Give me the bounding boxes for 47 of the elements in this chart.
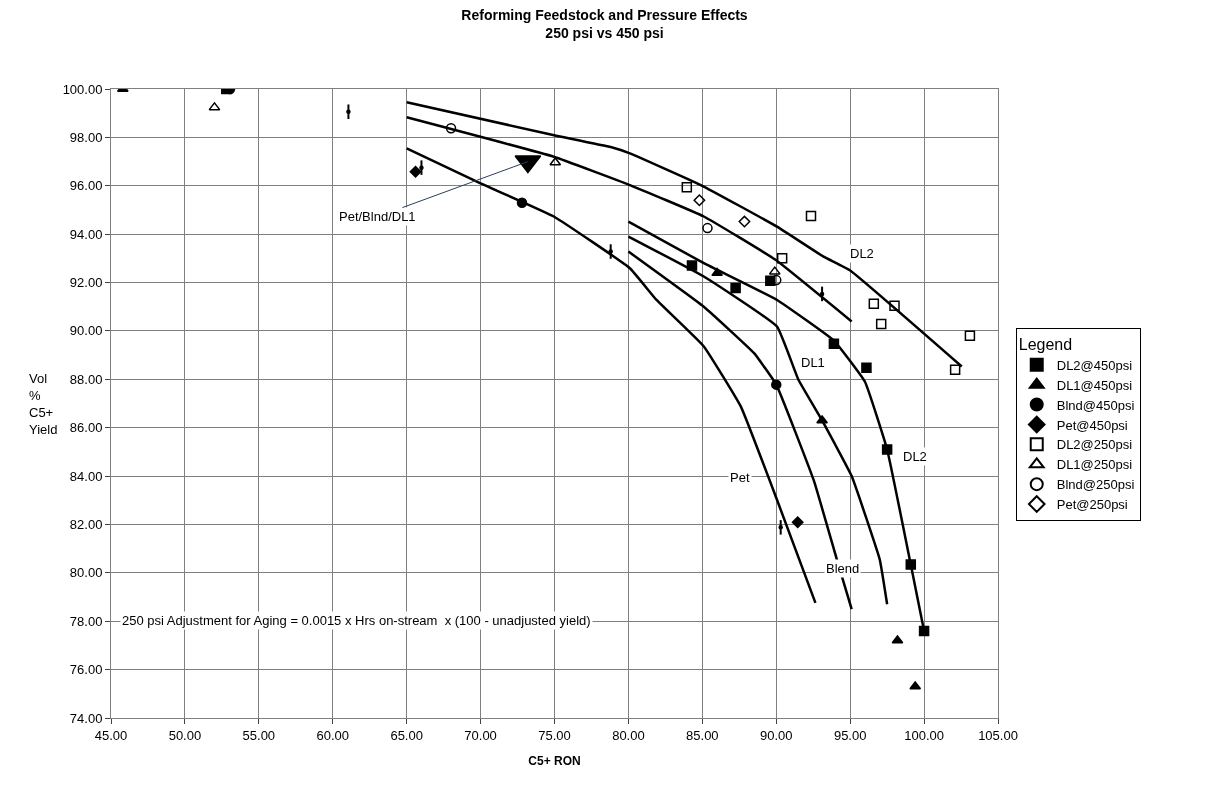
legend-label: DL1@450psi (1056, 377, 1133, 393)
y-tick-label: 94.00 (69, 226, 103, 242)
y-tick-label: 96.00 (69, 178, 103, 194)
x-tick-label: 80.00 (612, 727, 645, 743)
x-tick-label: 85.00 (686, 727, 719, 743)
y-axis-title: Vol % C5+ Yield (29, 371, 58, 437)
y-tick-label: 88.00 (69, 371, 103, 387)
annotation: DL2 (903, 449, 927, 464)
x-tick-label: 55.00 (242, 727, 276, 743)
x-tick-label: 100.00 (904, 727, 944, 743)
annotation: Pet (730, 470, 750, 485)
annotation: 250 psi Adjustment for Aging = 0.0015 x Hrs on-stream x (100 - unadjusted yield) (122, 613, 591, 628)
y-tick-label: 86.00 (69, 420, 103, 436)
y-tick-label: 92.00 (69, 275, 103, 291)
x-tick-label: 90.00 (759, 727, 793, 743)
x-tick-label: 50.00 (168, 727, 202, 743)
legend-label: Blnd@250psi (1056, 477, 1135, 493)
y-tick-label: 78.00 (69, 613, 103, 629)
y-tick-label: 84.00 (69, 468, 103, 484)
y-tick-label: 98.00 (69, 129, 103, 145)
y-tick-label: 100.00 (62, 81, 103, 97)
legend-label: Pet@250psi (1056, 497, 1128, 513)
x-tick-label: 60.00 (316, 727, 350, 743)
annotation: DL2 (850, 246, 874, 261)
y-tick-label: 76.00 (69, 662, 103, 678)
y-tick-label: 82.00 (69, 517, 103, 533)
chart-title: Reforming Feedstock and Pressure Effects (461, 6, 748, 23)
y-tick-label: 90.00 (69, 323, 103, 339)
x-tick-label: 95.00 (833, 727, 867, 743)
y-tick-label: 80.00 (69, 565, 103, 581)
annotation: Pet/Blnd/DL1 (339, 209, 416, 224)
annotation: DL1 (801, 355, 825, 370)
legend-label: Blnd@450psi (1056, 397, 1135, 413)
x-tick-label: 65.00 (390, 727, 423, 743)
legend-label: DL2@250psi (1056, 437, 1133, 453)
legend-label: DL2@450psi (1056, 357, 1133, 373)
x-tick-label: 105.00 (978, 727, 1018, 743)
legend-title: Legend (1018, 335, 1073, 353)
legend-label: Pet@450psi (1056, 417, 1128, 433)
x-tick-label: 70.00 (464, 727, 497, 743)
x-tick-label: 75.00 (538, 727, 571, 743)
chart-subtitle: 250 psi vs 450 psi (545, 24, 664, 41)
x-tick-label: 45.00 (94, 727, 128, 743)
x-axis-title: C5+ RON (528, 754, 581, 769)
legend-label: DL1@250psi (1056, 457, 1133, 473)
y-tick-label: 74.00 (69, 710, 103, 726)
annotation: Blend (826, 561, 860, 576)
